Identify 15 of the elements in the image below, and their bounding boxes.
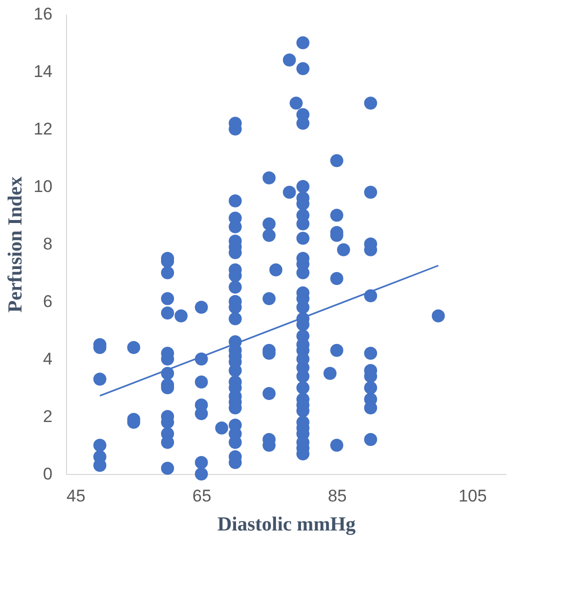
y-tick-label: 8 [43,234,52,254]
y-axis-title: Perfusion Index [4,176,27,313]
x-tick-label: 45 [66,486,86,506]
x-tick-label: 65 [192,486,212,506]
y-tick-label: 12 [34,120,52,138]
y-tick-label: 14 [34,62,52,81]
x-tick-label: 85 [328,486,347,506]
y-tick-label: 6 [43,292,52,311]
y-tick-label: 4 [43,350,52,368]
x-axis-title: Diastolic mmHg [217,514,356,536]
x-tick-label: 105 [458,486,487,506]
y-tick-label: 0 [43,464,52,484]
y-tick-label: 16 [34,4,52,24]
y-tick-label: 2 [43,407,52,426]
y-tick-label: 10 [34,177,52,196]
